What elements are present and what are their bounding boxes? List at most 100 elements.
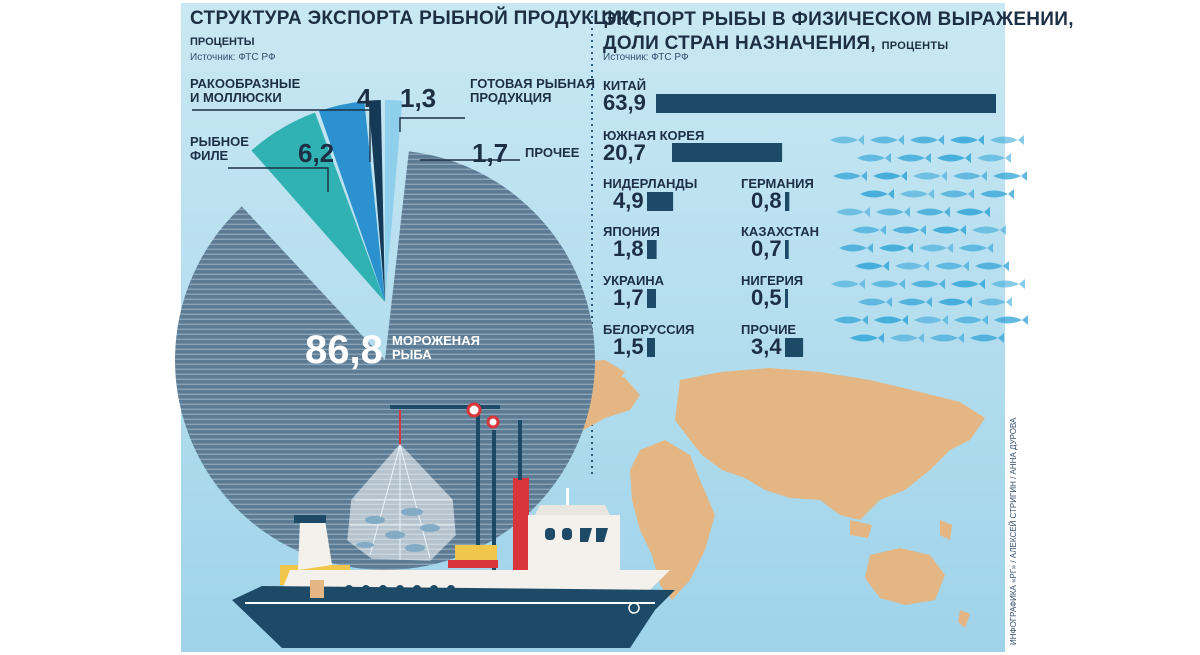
country-label: КАЗАХСТАН (741, 224, 819, 239)
fish-shape (890, 333, 924, 343)
slice-label-other: ПРОЧЕЕ (525, 145, 580, 160)
fish-shape (911, 279, 945, 289)
ship-portholes (345, 585, 455, 595)
slice-value-other: 1,7 (472, 138, 509, 168)
fish-shape (953, 171, 987, 181)
fish-shape (970, 333, 1004, 343)
fish-shape (930, 333, 964, 343)
fish-shape (900, 189, 934, 199)
country-label: УКРАИНА (603, 273, 665, 288)
country-label: НИДЕРЛАНДЫ (603, 176, 698, 191)
pie-chart (175, 100, 596, 570)
fish-shape (874, 315, 908, 325)
country-label: БЕЛОРУССИЯ (603, 322, 695, 337)
slice-value-prepared: 1,3 (400, 83, 437, 113)
fish-shape (897, 153, 931, 163)
slice-label-fillet: РЫБНОЕ ФИЛЕ (190, 134, 249, 163)
fish-shape (990, 135, 1024, 145)
slice-label-frozen: МОРОЖЕНАЯ РЫБА (392, 333, 480, 362)
country-label: ГЕРМАНИЯ (741, 176, 814, 191)
bar-3 (647, 192, 674, 211)
fish-shape (913, 171, 947, 181)
fish-shape (959, 243, 993, 253)
fish-shape (858, 297, 892, 307)
fish-shape (898, 297, 932, 307)
fish-shape (937, 153, 971, 163)
bar-5 (647, 240, 657, 259)
fish-shape (852, 225, 886, 235)
fish-shape (910, 135, 944, 145)
credit-text: ИНФОГРАФИКА «РГ» / АЛЕКСЕЙ СТРИГИН / АНН… (1009, 417, 1018, 645)
fish-shape (873, 171, 907, 181)
fish-shape (993, 171, 1027, 181)
country-value: 1,7 (613, 285, 644, 310)
bar-chart (647, 94, 996, 357)
country-label: ЮЖНАЯ КОРЕЯ (603, 128, 705, 143)
slice-value-crustaceans: 4 (357, 83, 372, 113)
fish-shape (876, 207, 910, 217)
pie-slice-frozen-fish (175, 151, 596, 570)
country-label: НИГЕРИЯ (741, 273, 804, 288)
pie-chart-source: Источник: ФТС РФ (190, 52, 276, 63)
bar-chart-source: Источник: ФТС РФ (603, 52, 689, 63)
fish-shape (972, 225, 1006, 235)
bar-6 (785, 240, 789, 259)
country-value: 3,4 (751, 334, 782, 359)
fish-shape (975, 261, 1009, 271)
pie-chart-title: СТРУКТУРА ЭКСПОРТА РЫБНОЙ ПРОДУКЦИИ, (190, 8, 641, 29)
country-value: 63,9 (603, 90, 646, 115)
bar-8 (785, 289, 788, 308)
fish-shape (833, 171, 867, 181)
pie-slice-2 (318, 101, 385, 302)
fish-shape (951, 279, 985, 289)
country-label: КИТАЙ (603, 78, 647, 93)
fish-shape (839, 243, 873, 253)
fish-shape (830, 135, 864, 145)
country-value: 20,7 (603, 140, 646, 165)
country-value: 0,7 (751, 236, 782, 261)
slice-label-prepared: ГОТОВАЯ РЫБНАЯ ПРОДУКЦИЯ (470, 76, 595, 105)
country-value: 1,8 (613, 236, 644, 261)
fish-shape (871, 279, 905, 289)
bar-2 (672, 143, 783, 162)
fish-shape (850, 333, 884, 343)
country-label: ЯПОНИЯ (603, 224, 660, 239)
country-value: 4,9 (613, 188, 644, 213)
country-label: ПРОЧИЕ (741, 322, 797, 337)
fish-shape (870, 135, 904, 145)
fish-shape (956, 207, 990, 217)
leader-lines (192, 109, 520, 192)
slice-label-crustaceans: РАКООБРАЗНЫЕ И МОЛЛЮСКИ (190, 76, 301, 105)
fish-shape (895, 261, 929, 271)
fish-shape (916, 207, 950, 217)
bar-chart-title: ЭКСПОРТ РЫБЫ В ФИЗИЧЕСКОМ ВЫРАЖЕНИИ, ДОЛ… (603, 9, 1074, 54)
fish-shape (831, 279, 865, 289)
fish-shape (940, 189, 974, 199)
fish-shape (857, 153, 891, 163)
fish-shape (994, 315, 1028, 325)
pie-slice-3 (368, 100, 385, 302)
fish-shape (950, 135, 984, 145)
fish-shape (977, 153, 1011, 163)
fish-shape (860, 189, 894, 199)
slice-value-fillet: 6,2 (298, 138, 335, 168)
bar-9 (647, 338, 655, 357)
fish-shape (879, 243, 913, 253)
slice-value-frozen: 86,8 (305, 328, 383, 372)
fish-shape (954, 315, 988, 325)
country-value: 0,5 (751, 285, 782, 310)
fish-shape (834, 315, 868, 325)
fish-shape (855, 261, 889, 271)
bar-7 (647, 289, 656, 308)
fish-shape (836, 207, 870, 217)
pie-slice-1 (251, 112, 385, 303)
fish-shape (919, 243, 953, 253)
pie-slice-4 (385, 100, 403, 302)
bar-4 (785, 192, 790, 211)
fishing-ship-icon (232, 402, 675, 648)
fishing-net-icon (347, 443, 456, 561)
fish-shape (914, 315, 948, 325)
fish-shape (980, 189, 1014, 199)
